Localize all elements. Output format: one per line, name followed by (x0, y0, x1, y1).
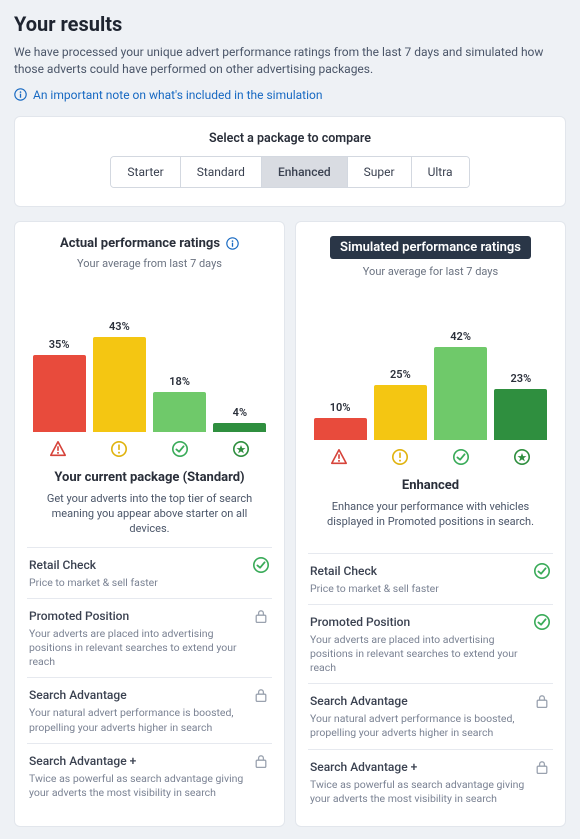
bar-col: 35% (33, 338, 86, 432)
bar (494, 389, 547, 440)
star-circle-green-icon (214, 440, 268, 458)
lock-icon (533, 692, 551, 710)
tab-enhanced[interactable]: Enhanced (262, 157, 348, 187)
package-desc: Enhance your performance with vehicles d… (308, 499, 553, 543)
feature-name: Search Advantage + (29, 754, 136, 768)
feature-desc: Twice as powerful as search advantage gi… (310, 778, 551, 806)
bar-chart: 35% 43% 18% 4% (27, 302, 272, 432)
feature-desc: Your adverts are placed into advertising… (29, 627, 270, 670)
bar (93, 337, 146, 432)
simulated-title: Simulated performance ratings (330, 236, 531, 259)
page-title: Your results (14, 12, 566, 36)
info-icon[interactable] (226, 237, 239, 250)
actual-panel: Actual performance ratings Your average f… (14, 221, 285, 827)
feature-item: Retail Check Price to market & sell faste… (308, 553, 553, 604)
feature-desc: Twice as powerful as search advantage gi… (29, 772, 270, 800)
selector-title: Select a package to compare (15, 131, 565, 146)
panel-subtitle: Your average from last 7 days (27, 257, 272, 270)
check-icon (252, 556, 270, 574)
bar (33, 355, 86, 432)
package-tabs: StarterStandardEnhancedSuperUltra (110, 156, 469, 188)
bar-col: 4% (213, 406, 266, 432)
info-icon (14, 88, 27, 101)
bar-chart: 10% 25% 42% 23% (308, 310, 553, 440)
bar-label: 43% (109, 320, 130, 333)
tab-standard[interactable]: Standard (181, 157, 262, 187)
warn-triangle-red-icon (31, 440, 85, 458)
warn-circle-yellow-icon (373, 448, 427, 466)
lock-icon (252, 607, 270, 625)
lock-icon (533, 758, 551, 776)
bar-col: 23% (494, 372, 547, 440)
tab-starter[interactable]: Starter (111, 157, 180, 187)
feature-item: Retail Check Price to market & sell faste… (27, 547, 272, 598)
package-name: Enhanced (308, 478, 553, 493)
check-icon (533, 613, 551, 631)
check-icon (533, 562, 551, 580)
check-circle-green-icon (434, 448, 488, 466)
feature-item: Search Advantage + Twice as powerful as s… (27, 743, 272, 808)
bar (153, 392, 206, 432)
check-circle-green-icon (153, 440, 207, 458)
bar (434, 347, 487, 439)
feature-name: Retail Check (310, 564, 377, 578)
feature-item: Search Advantage Your natural advert perf… (308, 683, 553, 748)
feature-desc: Price to market & sell faster (29, 576, 270, 590)
warn-triangle-red-icon (312, 448, 366, 466)
star-circle-green-icon (495, 448, 549, 466)
tab-ultra[interactable]: Ultra (412, 157, 469, 187)
bar-label: 23% (511, 372, 532, 385)
simulated-panel: Simulated performance ratings Your averag… (295, 221, 566, 827)
package-desc: Get your adverts into the top tier of se… (27, 491, 272, 537)
lock-icon (252, 752, 270, 770)
feature-item: Search Advantage Your natural advert perf… (27, 677, 272, 742)
bar-label: 25% (390, 368, 411, 381)
package-name: Your current package (Standard) (27, 470, 272, 485)
chart-legend (27, 440, 272, 458)
bar (213, 423, 266, 432)
feature-desc: Price to market & sell faster (310, 582, 551, 596)
feature-desc: Your adverts are placed into advertising… (310, 633, 551, 676)
feature-item: Search Advantage + Twice as powerful as s… (308, 749, 553, 814)
actual-title: Actual performance ratings (60, 236, 220, 251)
bar-col: 42% (434, 330, 487, 439)
tab-super[interactable]: Super (348, 157, 412, 187)
bar-label: 4% (233, 406, 247, 419)
intro-text: We have processed your unique advert per… (14, 44, 566, 78)
bar-label: 18% (169, 375, 190, 388)
feature-item: Promoted Position Your adverts are placed… (308, 604, 553, 684)
bar-label: 35% (49, 338, 70, 351)
bar-col: 43% (93, 320, 146, 432)
lock-icon (252, 686, 270, 704)
note-link-text: An important note on what's included in … (33, 88, 323, 102)
bar-col: 25% (374, 368, 427, 440)
bar-col: 18% (153, 375, 206, 432)
package-selector-card: Select a package to compare StarterStand… (14, 116, 566, 207)
feature-name: Search Advantage (310, 694, 408, 708)
feature-name: Retail Check (29, 558, 96, 572)
feature-desc: Your natural advert performance is boost… (29, 706, 270, 734)
bar-label: 10% (330, 401, 351, 414)
chart-legend (308, 448, 553, 466)
feature-desc: Your natural advert performance is boost… (310, 712, 551, 740)
warn-circle-yellow-icon (92, 440, 146, 458)
panel-subtitle: Your average for last 7 days (308, 265, 553, 278)
note-link[interactable]: An important note on what's included in … (14, 88, 566, 102)
feature-item: Promoted Position Your adverts are placed… (27, 598, 272, 678)
bar (374, 385, 427, 440)
feature-name: Search Advantage + (310, 760, 417, 774)
bar-col: 10% (314, 401, 367, 440)
feature-name: Search Advantage (29, 688, 127, 702)
feature-name: Promoted Position (310, 615, 410, 629)
bar (314, 418, 367, 440)
feature-name: Promoted Position (29, 609, 129, 623)
bar-label: 42% (450, 330, 471, 343)
